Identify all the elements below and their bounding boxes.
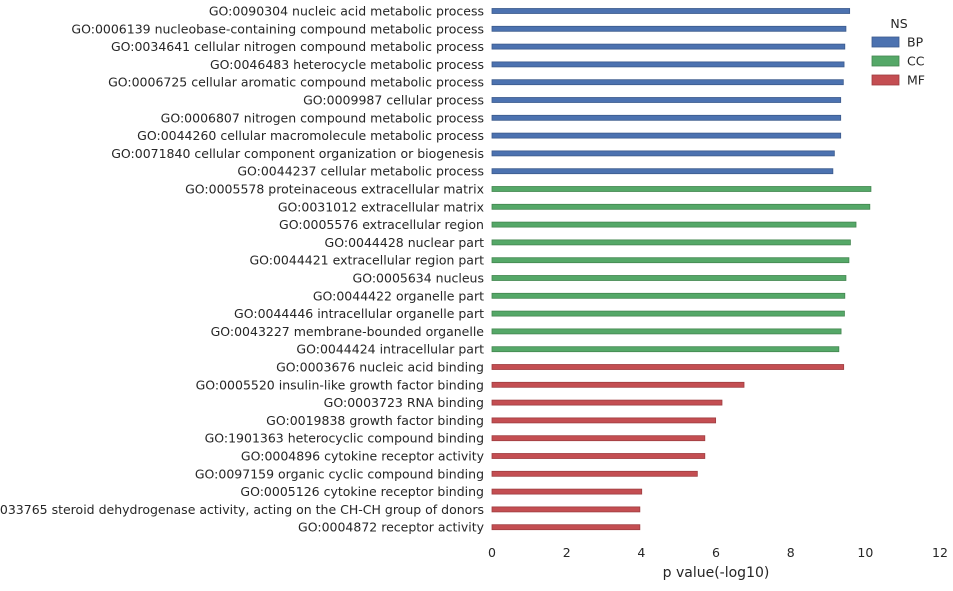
x-axis-label: p value(-log10) [663,565,770,581]
category-label-10: GO:0044237 cellular metabolic process [237,164,484,179]
bar-28 [491,488,643,495]
bar-11 [491,186,872,192]
bar-10 [491,168,834,175]
bar-24 [491,417,717,424]
bar-29 [491,506,641,513]
x-tick-label-8: 8 [787,545,795,560]
category-label-30: GO:0004872 receptor activity [298,520,485,535]
bar-26 [491,453,706,459]
category-label-19: GO:0043227 membrane-bounded organelle [211,324,485,339]
category-label-14: GO:0044428 nuclear part [325,235,485,250]
bar-16 [491,275,847,281]
bar-3 [491,43,846,50]
x-tick-label-6: 6 [712,545,720,560]
legend-label-mf: MF [907,73,925,88]
category-label-20: GO:0044424 intracellular part [296,342,484,357]
category-label-22: GO:0005520 insulin-like growth factor bi… [196,377,484,392]
category-label-18: GO:0044446 intracellular organelle part [234,306,484,321]
bar-21 [491,364,845,370]
bar-22 [491,381,745,388]
bar-8 [491,132,842,139]
category-labels: GO:0090304 nucleic acid metabolic proces… [0,4,485,535]
category-label-25: GO:1901363 heterocyclic compound binding [205,431,484,446]
x-tick-label-12: 12 [932,545,948,560]
category-label-5: GO:0006725 cellular aromatic compound me… [108,75,484,90]
bar-5 [491,79,844,86]
legend-swatch-bp [871,36,900,48]
category-label-3: GO:0034641 cellular nitrogen compound me… [111,39,484,54]
bars-layer [491,8,872,531]
x-tick-label-0: 0 [488,545,496,560]
legend-title: NS [890,16,907,31]
bar-13 [491,221,857,228]
category-label-6: GO:0009987 cellular process [303,93,484,108]
category-label-11: GO:0005578 proteinaceous extracellular m… [185,182,484,197]
bar-23 [491,399,723,406]
category-label-23: GO:0003723 RNA binding [324,395,484,410]
bar-4 [491,61,845,68]
category-label-17: GO:0044422 organelle part [313,288,484,303]
legend-label-bp: BP [907,35,924,50]
bar-27 [491,470,698,477]
category-label-27: GO:0097159 organic cyclic compound bindi… [195,466,484,481]
legend-label-cc: CC [907,54,925,69]
legend-items: BP CC MF [871,35,925,88]
category-label-7: GO:0006807 nitrogen compound metabolic p… [161,110,484,125]
legend: NS BP CC MF [871,16,925,88]
category-label-28: GO:0005126 cytokine receptor binding [240,484,484,499]
legend-swatch-cc [871,55,900,67]
bar-2 [491,25,847,32]
x-tick-label-2: 2 [563,545,571,560]
bar-9 [491,150,835,157]
category-label-2: GO:0006139 nucleobase-containing compoun… [71,21,484,36]
category-label-29: GO:0033765 steroid dehydrogenase activit… [0,502,484,517]
bar-7 [491,114,842,121]
category-label-15: GO:0044421 extracellular region part [249,253,484,268]
category-label-13: GO:0005576 extracellular region [279,217,484,232]
category-label-8: GO:0044260 cellular macromolecule metabo… [137,128,484,143]
category-label-16: GO:0005634 nucleus [353,271,484,286]
bar-15 [491,257,850,264]
category-label-12: GO:0031012 extracellular matrix [278,199,484,214]
bar-19 [491,328,842,335]
bar-12 [491,203,871,210]
bar-25 [491,435,706,442]
bar-1 [491,8,851,14]
bar-6 [491,97,842,103]
category-label-9: GO:0071840 cellular component organizati… [111,146,484,161]
category-label-26: GO:0004896 cytokine receptor activity [241,449,485,464]
x-axis-ticks: 0 2 4 6 8 10 12 [488,545,948,560]
bar-30 [491,524,641,531]
category-label-24: GO:0019838 growth factor binding [266,413,484,428]
bar-18 [491,310,845,317]
bar-17 [491,292,846,299]
category-label-1: GO:0090304 nucleic acid metabolic proces… [209,4,484,19]
x-tick-label-10: 10 [857,545,873,560]
category-label-21: GO:0003676 nucleic acid binding [276,360,484,375]
bar-20 [491,346,840,353]
legend-swatch-mf [871,74,900,86]
category-label-4: GO:0046483 heterocycle metabolic process [210,57,484,72]
x-tick-label-4: 4 [637,545,645,560]
bar-14 [491,239,851,246]
